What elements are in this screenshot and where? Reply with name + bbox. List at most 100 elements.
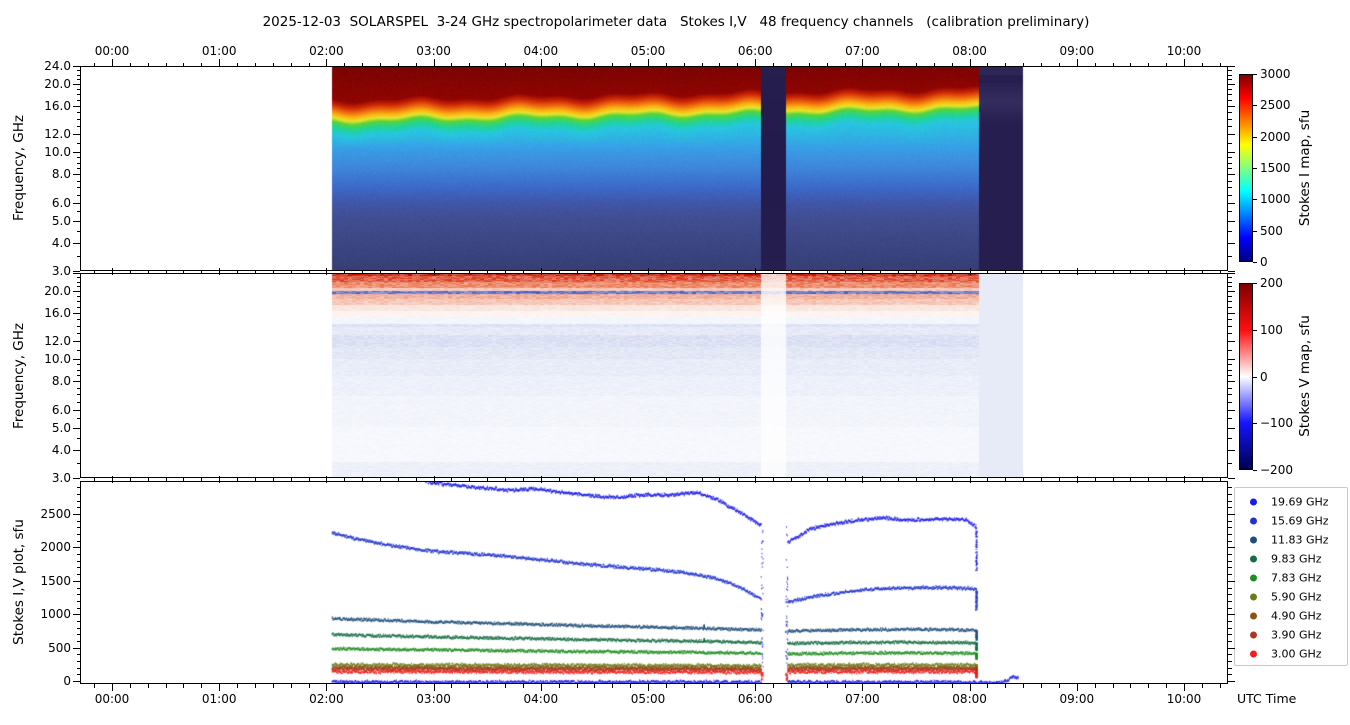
colorbar-tick [1253, 231, 1257, 232]
flux-tick-label: 0 [63, 674, 71, 688]
x-tick-label: 02:00 [309, 692, 344, 706]
x-tick-label: 10:00 [1166, 692, 1202, 706]
flux-minor-tick [1228, 654, 1232, 655]
freq-minor-tick [1228, 307, 1232, 308]
legend-marker-dot [1250, 593, 1257, 601]
x-major-tick [434, 475, 435, 483]
freq-minor-tick [1228, 119, 1232, 120]
x-minor-tick [130, 269, 131, 273]
legend-entry: 9.83 GHz [1235, 549, 1347, 568]
x-major-tick [1184, 267, 1185, 275]
x-tick-label: 03:00 [416, 692, 451, 706]
flux-major-tick [1228, 514, 1235, 515]
x-minor-tick [1220, 269, 1221, 273]
x-minor-tick [1059, 269, 1060, 273]
flux-tick-label: 2000 [40, 540, 71, 554]
flux-minor-tick [76, 634, 80, 635]
x-minor-tick [416, 477, 417, 481]
x-minor-tick [505, 477, 506, 481]
x-tick-label: 03:00 [416, 44, 451, 58]
flux-minor-tick [1228, 507, 1232, 508]
x-minor-tick [380, 684, 381, 688]
x-tick-label: 08:00 [952, 44, 987, 58]
colorbar-tick [1253, 168, 1257, 169]
x-minor-tick [827, 477, 828, 481]
freq-minor-tick [76, 231, 80, 232]
x-major-tick [1077, 684, 1078, 691]
x-minor-tick [451, 684, 452, 688]
x-major-tick [434, 59, 435, 66]
freq-minor-tick [1228, 375, 1232, 376]
x-major-tick [648, 684, 649, 691]
x-major-tick [862, 267, 863, 275]
x-minor-tick [291, 62, 292, 66]
colorbar-tick-label: −200 [1260, 463, 1293, 477]
x-minor-tick [559, 269, 560, 273]
flux-minor-tick [76, 661, 80, 662]
x-minor-tick [987, 269, 988, 273]
x-major-tick [648, 267, 649, 275]
x-minor-tick [934, 62, 935, 66]
x-minor-tick [809, 269, 810, 273]
x-major-tick [755, 684, 756, 691]
x-minor-tick [1202, 684, 1203, 688]
x-minor-tick [469, 477, 470, 481]
freq-major-tick [73, 341, 80, 342]
x-minor-tick [1095, 477, 1096, 481]
x-minor-tick [702, 684, 703, 688]
legend-entry: 19.69 GHz [1235, 492, 1347, 511]
flux-minor-tick [1228, 561, 1232, 562]
x-minor-tick [880, 477, 881, 481]
freq-minor-tick [1228, 394, 1232, 395]
colorbar-tick [1253, 470, 1257, 471]
colorbar-tick [1253, 137, 1257, 138]
x-tick-label: 00:00 [94, 44, 130, 58]
freq-minor-tick [1228, 195, 1232, 196]
freq-tick-label: 10.0 [44, 145, 71, 159]
colorbar-tick [1253, 423, 1257, 424]
x-minor-tick [1220, 684, 1221, 688]
freq-major-tick [73, 66, 80, 67]
colorbar-tick-label: 0 [1260, 369, 1268, 384]
x-major-tick [1184, 684, 1185, 691]
x-minor-tick [898, 477, 899, 481]
legend-entry: 15.69 GHz [1235, 511, 1347, 530]
x-minor-tick [934, 477, 935, 481]
flux-minor-tick [76, 487, 80, 488]
x-tick-label: 07:00 [845, 692, 880, 706]
x-major-tick [541, 684, 542, 691]
freq-minor-tick [1228, 319, 1232, 320]
x-minor-tick [791, 62, 792, 66]
colorbar-tick-label: 200 [1260, 276, 1283, 290]
freq-major-tick [73, 381, 80, 382]
freq-major-tick [1228, 174, 1235, 175]
freq-minor-tick [1228, 211, 1232, 212]
x-minor-tick [559, 62, 560, 66]
freq-major-tick [1228, 152, 1235, 153]
freq-minor-tick [1228, 187, 1232, 188]
x-minor-tick [398, 269, 399, 273]
x-major-tick [112, 59, 113, 66]
x-minor-tick [1148, 477, 1149, 481]
colorbar-tick-label: 0 [1260, 255, 1268, 269]
flux-minor-tick [1228, 668, 1232, 669]
freq-major-tick [73, 273, 80, 274]
freq-minor-tick [76, 157, 80, 158]
freq-major-tick [73, 478, 80, 479]
x-minor-tick [934, 269, 935, 273]
stokes-v-colorbar-label: Stokes V map, sfu [1297, 315, 1313, 437]
legend-label: 7.83 GHz [1271, 571, 1322, 585]
freq-minor-tick [1228, 231, 1232, 232]
x-tick-label: 05:00 [630, 44, 666, 58]
colorbar-tick-label: 500 [1260, 223, 1283, 238]
x-minor-tick [1130, 269, 1131, 273]
x-minor-tick [987, 684, 988, 688]
freq-minor-tick [76, 307, 80, 308]
legend-marker-dot [1250, 498, 1257, 505]
freq-minor-tick [1228, 326, 1232, 327]
legend-label: 19.69 GHz [1271, 495, 1329, 508]
x-minor-tick [291, 684, 292, 688]
freq-major-tick [73, 134, 80, 135]
freq-major-tick [73, 313, 80, 314]
x-minor-tick [183, 477, 184, 481]
